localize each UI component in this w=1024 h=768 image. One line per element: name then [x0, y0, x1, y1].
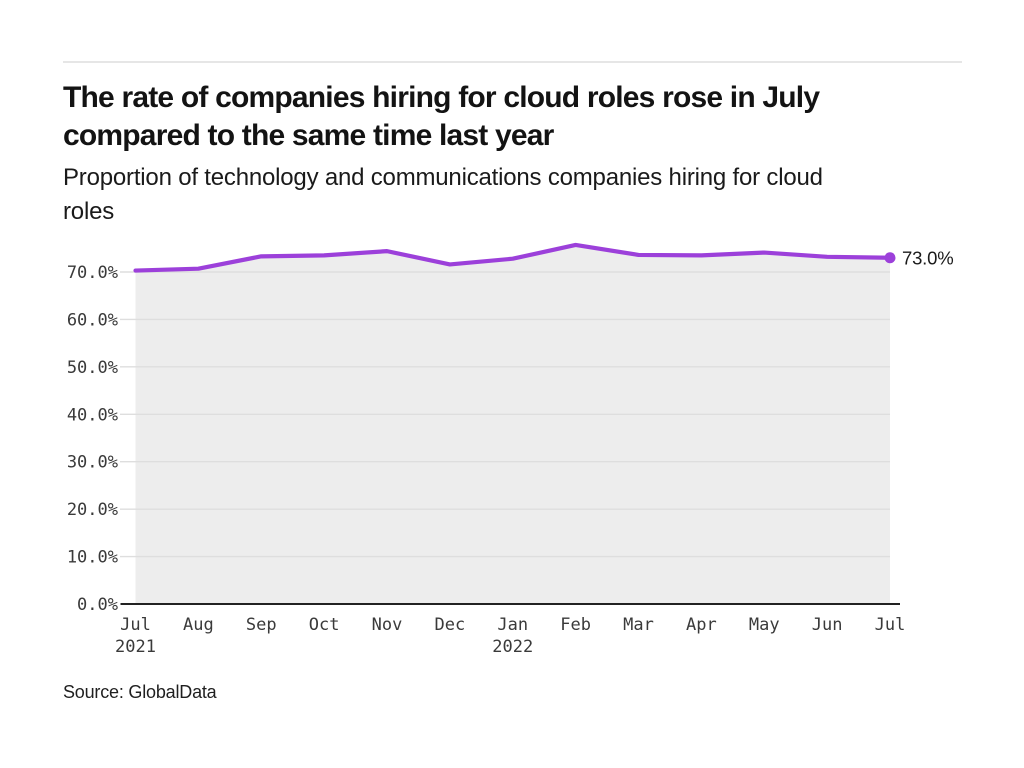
x-tick-year-label: 2021: [115, 637, 156, 657]
x-tick-label: Sep: [246, 615, 277, 635]
chart-subtitle: Proportion of technology and communicati…: [63, 164, 823, 225]
x-tick-label: Jan: [497, 615, 528, 635]
y-tick-label: 10.0%: [67, 548, 118, 568]
x-tick-label: May: [749, 615, 780, 635]
x-tick-label: Aug: [183, 615, 214, 635]
y-tick-label: 50.0%: [67, 358, 118, 378]
y-tick-label: 20.0%: [67, 500, 118, 520]
x-tick-label: Dec: [435, 615, 466, 635]
area-fill: [135, 244, 890, 604]
y-tick-label: 30.0%: [67, 453, 118, 473]
x-tick-label: Apr: [686, 615, 717, 635]
end-value-label: 73.0%: [902, 247, 953, 268]
x-tick-label: Jul: [875, 615, 906, 635]
end-point-dot: [884, 252, 896, 264]
y-tick-label: 0.0%: [77, 595, 118, 615]
y-tick-label: 40.0%: [67, 405, 118, 425]
x-tick-label: Nov: [372, 615, 403, 635]
x-tick-year-label: 2022: [492, 637, 533, 657]
source-caption: Source: GlobalData: [63, 682, 217, 702]
series-line: [133, 242, 893, 273]
y-tick-label: 60.0%: [67, 310, 118, 330]
x-tick-label: Jul: [120, 615, 151, 635]
x-tick-label: Oct: [309, 615, 340, 635]
chart-title: The rate of companies hiring for cloud r…: [63, 81, 820, 152]
x-tick-label: Mar: [623, 615, 654, 635]
x-tick-label: Feb: [560, 615, 591, 635]
x-tick-label: Jun: [812, 615, 843, 635]
top-divider: [63, 61, 962, 63]
y-tick-label: 70.0%: [67, 263, 118, 283]
